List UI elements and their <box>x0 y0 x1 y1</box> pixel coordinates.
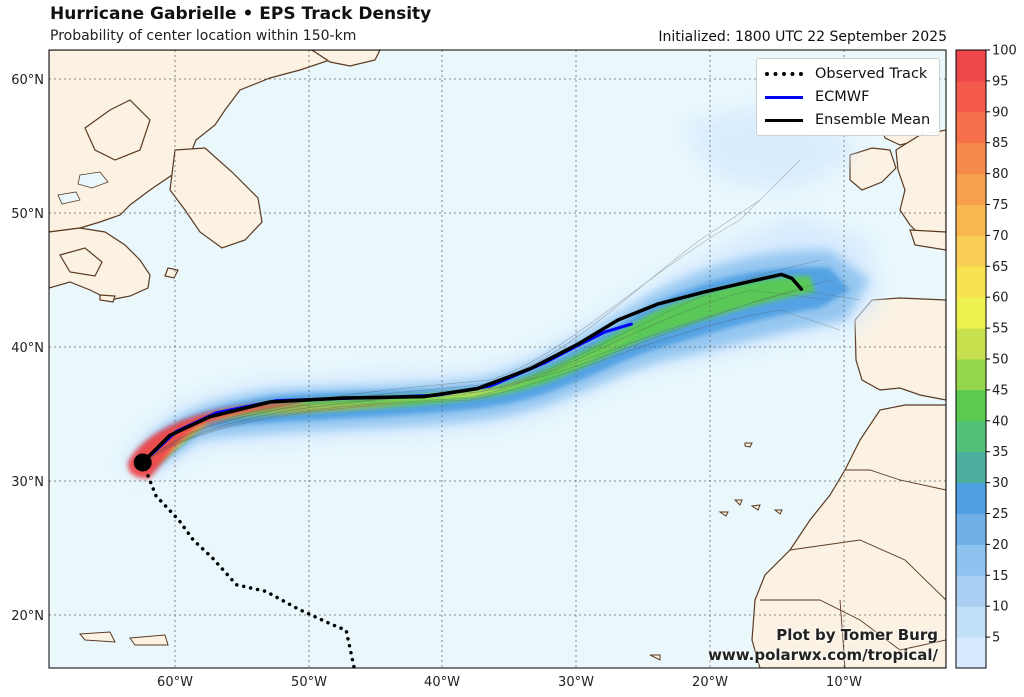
colorbar-segment <box>956 328 986 360</box>
legend: Observed Track ECMWF Ensemble Mean <box>756 58 940 136</box>
colorbar-segment <box>956 606 986 638</box>
lat-tick-50n: 50°N <box>11 207 44 222</box>
colorbar-tick-label: 65 <box>992 260 1009 275</box>
colorbar-segment <box>956 359 986 391</box>
storm-start-marker <box>133 453 152 472</box>
legend-swatch-observed <box>765 72 803 76</box>
colorbar-segment <box>956 266 986 298</box>
chart-title: Hurricane Gabrielle • EPS Track Density <box>50 4 432 24</box>
legend-label-observed: Observed Track <box>815 66 928 82</box>
colorbar-segment <box>956 637 986 669</box>
colorbar-tick-label: 20 <box>992 538 1009 553</box>
colorbar-tick-label: 70 <box>992 229 1009 244</box>
colorbar-segment <box>956 482 986 514</box>
ensemble-members <box>144 159 861 463</box>
colorbar-segment <box>956 204 986 236</box>
colorbar-tick-label: 5 <box>992 631 1000 646</box>
legend-label-ensemble-mean: Ensemble Mean <box>815 112 931 128</box>
islands <box>78 363 783 661</box>
colorbar-segment <box>956 173 986 205</box>
colorbar-segment <box>956 235 986 267</box>
lon-tick-40w: 40°W <box>424 675 460 690</box>
colorbar-segment <box>956 50 986 82</box>
lat-tick-60n: 60°N <box>11 73 44 88</box>
colorbar: 5 10 15 20 25 30 35 40 45 50 55 60 65 70 75 80 85 90 95 100 <box>955 44 1017 669</box>
land-iberia-africa <box>751 297 946 668</box>
colorbar-tick-label: 40 <box>992 414 1009 429</box>
colorbar-tick-label: 80 <box>992 167 1009 182</box>
colorbar-segment <box>956 80 986 113</box>
land-europe <box>849 111 946 251</box>
credit-url[interactable]: www.polarwx.com/tropical/ <box>708 646 938 664</box>
colorbar-segment <box>956 420 986 453</box>
legend-label-ecmwf: ECMWF <box>815 89 870 105</box>
colorbar-segment <box>956 544 986 576</box>
colorbar-segment <box>956 297 986 329</box>
colorbar-segment <box>956 111 986 144</box>
colorbar-segment <box>956 575 986 607</box>
colorbar-tick-label: 35 <box>992 445 1009 460</box>
colorbar-tick-label: 15 <box>992 569 1009 584</box>
legend-swatch-ensemble-mean <box>765 118 803 122</box>
lon-tick-50w: 50°W <box>291 675 327 690</box>
lat-tick-40n: 40°N <box>11 341 44 356</box>
colorbar-tick-label: 10 <box>992 600 1009 615</box>
colorbar-segment <box>956 142 986 175</box>
lat-tick-20n: 20°N <box>11 609 44 624</box>
lakes <box>57 171 109 205</box>
african-borders <box>760 469 946 668</box>
colorbar-tick-label: 45 <box>992 383 1009 398</box>
colorbar-tick-label: 100 <box>992 44 1017 59</box>
lon-tick-60w: 60°W <box>157 675 193 690</box>
colorbar-tick-label: 25 <box>992 507 1009 522</box>
colorbar-tick-label: 55 <box>992 322 1009 337</box>
colorbar-tick-label: 50 <box>992 353 1009 368</box>
colorbar-tick-label: 85 <box>992 136 1009 151</box>
lat-tick-30n: 30°N <box>11 475 44 490</box>
initialized-time: Initialized: 1800 UTC 22 September 2025 <box>658 29 947 45</box>
legend-swatch-ecmwf <box>765 95 803 99</box>
colorbar-tick-label: 60 <box>992 291 1009 306</box>
colorbar-tick-label: 30 <box>992 476 1009 491</box>
observed-track <box>143 467 356 668</box>
legend-item-ensemble-mean: Ensemble Mean <box>765 109 930 131</box>
colorbar-tick-label: 95 <box>992 74 1009 89</box>
land-north-america <box>49 50 341 303</box>
lon-tick-20w: 20°W <box>692 675 728 690</box>
graticule <box>49 50 946 668</box>
colorbar-tick-label: 90 <box>992 105 1009 120</box>
credit-author: Plot by Tomer Burg <box>776 626 938 644</box>
lon-tick-30w: 30°W <box>558 675 594 690</box>
legend-item-observed: Observed Track <box>765 63 927 85</box>
lon-tick-10w: 10°W <box>826 675 862 690</box>
ensemble-mean-track <box>140 272 804 465</box>
legend-item-ecmwf: ECMWF <box>765 86 869 108</box>
land-greenland <box>310 50 381 67</box>
chart-subtitle: Probability of center location within 15… <box>50 28 357 44</box>
colorbar-tick-label: 75 <box>992 198 1009 213</box>
colorbar-segment <box>956 513 986 545</box>
colorbar-segment <box>956 451 986 484</box>
colorbar-segment <box>956 389 986 422</box>
